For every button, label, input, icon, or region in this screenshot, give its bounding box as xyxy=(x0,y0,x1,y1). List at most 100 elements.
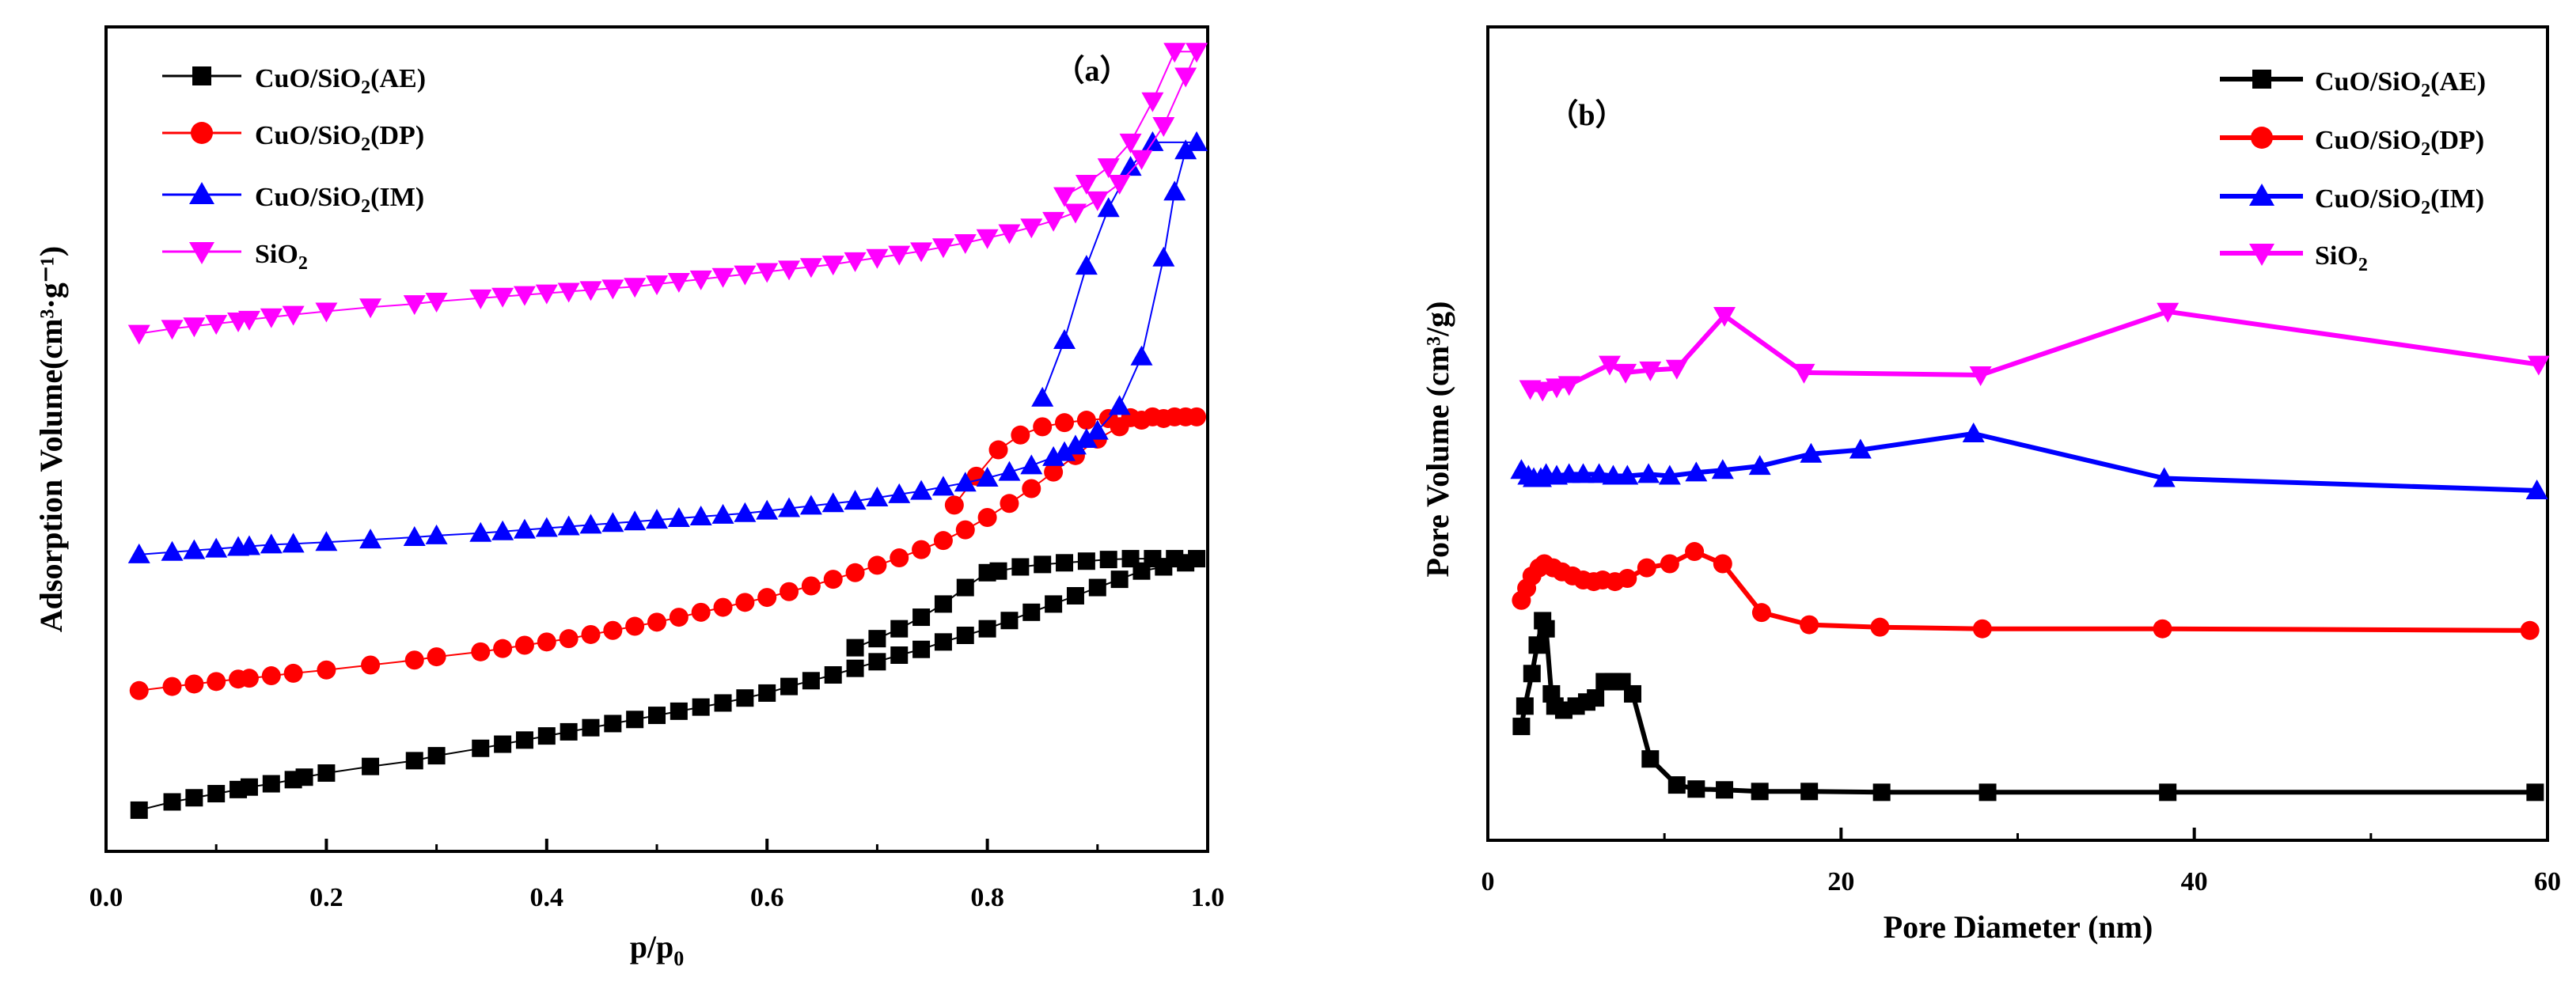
data-point-cuo-sio2-dp xyxy=(1618,568,1637,588)
data-point-cuo-sio2-ae xyxy=(317,764,336,783)
data-point-cuo-sio2-ae xyxy=(1667,776,1686,794)
data-point-cuo-sio2-im xyxy=(954,472,977,492)
data-point-sio2 xyxy=(624,278,647,298)
data-point-sio2 xyxy=(1053,187,1076,207)
data-point-cuo-sio2-ae xyxy=(802,672,820,690)
data-point-cuo-sio2-dp xyxy=(801,576,821,596)
data-point-sio2 xyxy=(1042,211,1065,232)
data-point-sio2 xyxy=(359,298,382,319)
data-point-cuo-sio2-dp xyxy=(493,639,513,658)
x-tick-label: 20 xyxy=(1827,867,1854,896)
panel-b-x-ticks: 0 20 40 60 xyxy=(1481,828,2561,896)
data-point-cuo-sio2-im xyxy=(161,540,184,561)
data-point-cuo-sio2-im xyxy=(976,466,999,487)
data-point-cuo-sio2-im xyxy=(2525,479,2548,499)
data-point-cuo-sio2-im xyxy=(1152,246,1175,267)
series-cuo-sio2-dp xyxy=(1512,542,2540,640)
data-point-cuo-sio2-ae xyxy=(130,801,148,819)
legend-entry-cuo-sio2-im: CuO/SiO2(IM) xyxy=(162,182,424,217)
data-point-cuo-sio2-im xyxy=(646,509,668,529)
data-point-cuo-sio2-ae xyxy=(537,727,556,745)
data-point-cuo-sio2-im xyxy=(403,525,426,546)
svg-text:CuO/SiO2(DP): CuO/SiO2(DP) xyxy=(2315,126,2484,160)
data-point-cuo-sio2-ae xyxy=(978,563,996,582)
data-point-cuo-sio2-im xyxy=(1572,463,1595,483)
data-point-cuo-sio2-im xyxy=(910,479,933,500)
data-point-sio2 xyxy=(282,305,305,326)
data-point-cuo-sio2-ae xyxy=(1011,558,1030,576)
data-point-cuo-sio2-im xyxy=(1075,255,1098,275)
data-point-cuo-sio2-dp xyxy=(559,629,579,649)
data-point-cuo-sio2-ae xyxy=(472,739,490,757)
data-point-sio2 xyxy=(1665,359,1688,380)
data-point-cuo-sio2-ae xyxy=(670,702,688,720)
data-point-sio2 xyxy=(1713,306,1736,327)
data-point-cuo-sio2-ae xyxy=(1121,550,1140,568)
data-point-cuo-sio2-dp xyxy=(713,597,733,617)
data-point-cuo-sio2-im xyxy=(535,517,558,537)
series-cuo-sio2-ae xyxy=(1512,612,2544,802)
data-point-cuo-sio2-dp xyxy=(1165,407,1185,426)
data-point-sio2 xyxy=(667,272,690,293)
data-point-cuo-sio2-dp xyxy=(735,593,755,612)
data-point-cuo-sio2-im xyxy=(1962,423,1985,442)
data-point-cuo-sio2-ae xyxy=(956,626,974,644)
series-cuo-sio2-im xyxy=(1510,423,2548,499)
data-point-cuo-sio2-ae xyxy=(582,718,600,737)
data-point-sio2 xyxy=(2527,355,2550,376)
data-point-sio2 xyxy=(1614,363,1637,384)
data-point-sio2 xyxy=(888,245,911,266)
panel-a-y-axis-label: Adsorption Volume(cm³·g⁻¹) xyxy=(33,246,69,632)
data-point-cuo-sio2-ae xyxy=(868,630,886,648)
data-point-cuo-sio2-dp xyxy=(2520,620,2540,640)
data-point-cuo-sio2-dp xyxy=(261,666,281,686)
data-point-cuo-sio2-ae xyxy=(934,595,952,613)
data-point-cuo-sio2-ae xyxy=(1528,636,1546,654)
svg-text:CuO/SiO2(IM): CuO/SiO2(IM) xyxy=(255,183,424,217)
data-point-cuo-sio2-ae xyxy=(1687,780,1705,798)
data-point-cuo-sio2-im xyxy=(1800,442,1823,463)
data-point-sio2 xyxy=(1557,376,1580,396)
legend-entry-cuo-sio2-ae: CuO/SiO2(AE) xyxy=(162,64,426,98)
data-point-cuo-sio2-dp xyxy=(471,642,491,661)
data-point-cuo-sio2-dp xyxy=(2153,619,2172,639)
data-point-cuo-sio2-ae xyxy=(1056,554,1074,572)
data-point-cuo-sio2-ae xyxy=(648,707,666,725)
x-tick-label: 40 xyxy=(2181,867,2208,896)
data-point-cuo-sio2-ae xyxy=(295,768,313,786)
panel-b-series xyxy=(1510,302,2550,802)
series-cuo-sio2-im xyxy=(127,131,1208,563)
data-point-cuo-sio2-ae xyxy=(163,793,181,811)
data-point-cuo-sio2-im xyxy=(282,533,305,553)
data-point-cuo-sio2-ae xyxy=(912,640,931,658)
series-sio2 xyxy=(127,43,1208,345)
data-point-cuo-sio2-dp xyxy=(890,548,909,568)
x-tick-label: 0.0 xyxy=(89,883,123,912)
data-point-cuo-sio2-ae xyxy=(824,666,842,684)
data-point-cuo-sio2-ae xyxy=(1000,612,1019,630)
data-point-cuo-sio2-ae xyxy=(185,789,203,807)
data-point-cuo-sio2-im xyxy=(557,515,580,536)
data-point-sio2 xyxy=(601,279,624,300)
data-point-sio2 xyxy=(646,275,668,296)
data-point-sio2 xyxy=(183,317,206,338)
data-point-sio2 xyxy=(1130,150,1153,170)
data-point-cuo-sio2-dp xyxy=(1660,554,1679,574)
data-point-sio2 xyxy=(557,282,580,303)
data-point-sio2 xyxy=(1064,203,1087,224)
data-point-cuo-sio2-im xyxy=(1163,180,1186,201)
data-point-cuo-sio2-ae xyxy=(1716,781,1734,799)
svg-text:CuO/SiO2(AE): CuO/SiO2(AE) xyxy=(255,64,426,98)
data-point-cuo-sio2-dp xyxy=(625,616,645,636)
data-point-cuo-sio2-dp xyxy=(184,674,204,694)
legend-entry-sio2: SiO2 xyxy=(162,240,308,274)
data-point-cuo-sio2-ae xyxy=(1800,783,1819,801)
data-point-cuo-sio2-im xyxy=(734,502,757,522)
data-point-cuo-sio2-ae xyxy=(1188,550,1206,568)
data-point-cuo-sio2-im xyxy=(2153,467,2176,487)
data-point-sio2 xyxy=(844,252,867,272)
data-point-cuo-sio2-dp xyxy=(691,602,711,622)
data-point-sio2 xyxy=(469,289,492,309)
x-tick-label: 0.6 xyxy=(750,883,784,912)
data-point-cuo-sio2-im xyxy=(1130,345,1153,366)
